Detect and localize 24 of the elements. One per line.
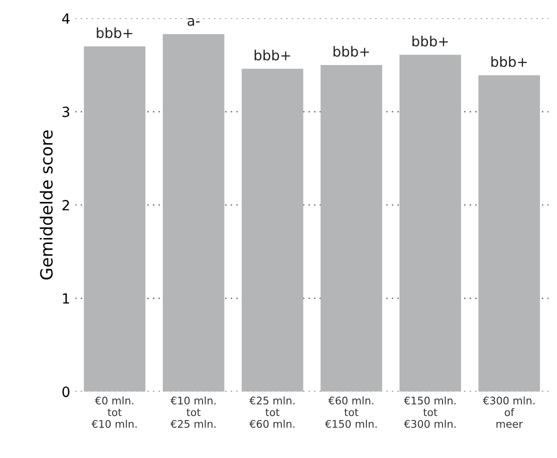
data-label: bbb+ bbox=[254, 50, 290, 60]
y-tick-label: 4 bbox=[62, 13, 70, 24]
data-label: bbb+ bbox=[334, 46, 369, 57]
y-tick-label: 3 bbox=[62, 106, 70, 118]
y-axis-title: Gemiddelde score bbox=[40, 130, 53, 280]
data-label: bbb+ bbox=[96, 27, 132, 38]
data-label: bbb+ bbox=[491, 56, 527, 67]
y-tick-label: 2 bbox=[62, 200, 69, 210]
x-tick-label: €0 mln. tot €10 mln. bbox=[92, 396, 137, 428]
x-tick-label: €300 mln. of meer bbox=[482, 396, 534, 428]
bar bbox=[84, 46, 146, 392]
data-label: a- bbox=[188, 18, 200, 26]
x-tick-label: €150 mln. tot €300 mln. bbox=[404, 396, 456, 428]
y-tick-label: 1 bbox=[63, 293, 70, 304]
data-label: bbb+ bbox=[412, 36, 448, 46]
y-tick-label: 0 bbox=[62, 386, 70, 398]
bar bbox=[320, 64, 382, 392]
bar bbox=[478, 75, 540, 392]
bar bbox=[400, 54, 462, 392]
bar bbox=[162, 34, 224, 392]
x-tick-label: €60 mln. tot €150 mln. bbox=[324, 396, 377, 428]
x-tick-label: €25 mln. tot €60 mln. bbox=[249, 396, 294, 428]
bar bbox=[242, 68, 304, 392]
x-tick-label: €10 mln. tot €25 mln. bbox=[170, 396, 216, 428]
